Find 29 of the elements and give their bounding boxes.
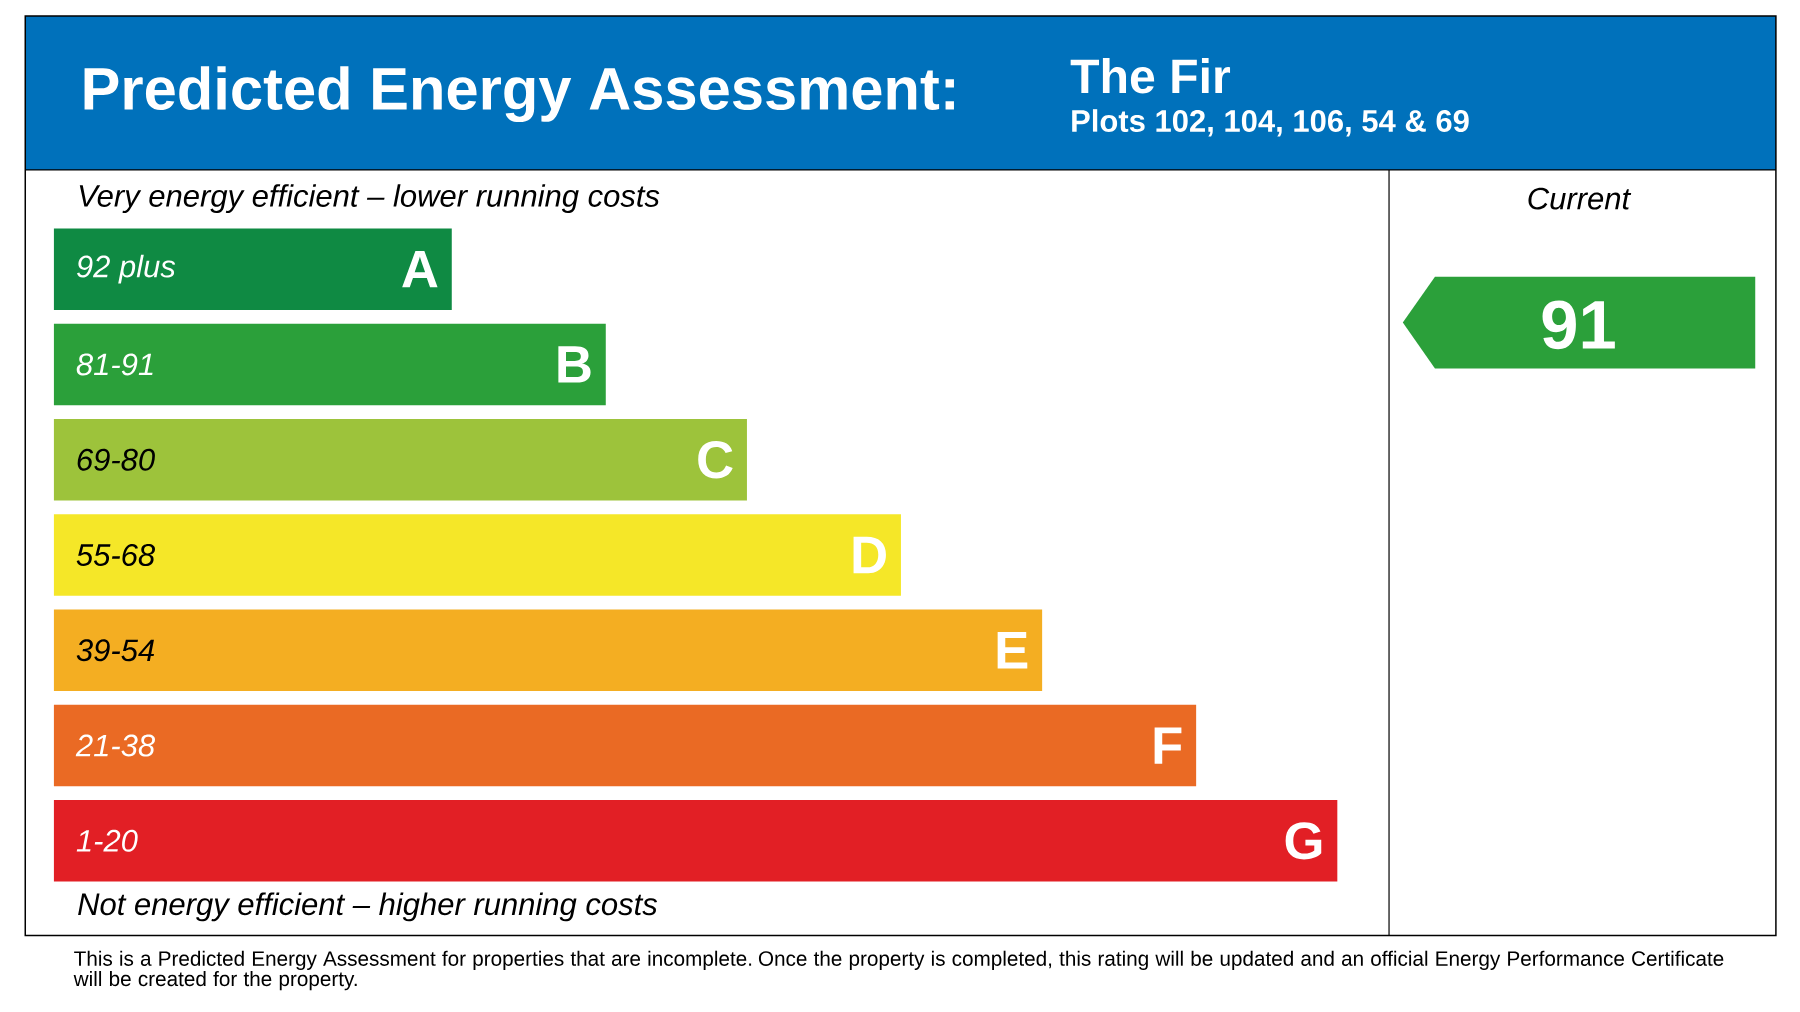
annotation: D xyxy=(853,536,886,573)
annotation: E xyxy=(997,631,1028,669)
y-tick-label: 81-91 xyxy=(76,353,153,376)
y-tick-label: 39-54 xyxy=(76,639,155,662)
text: 91 xyxy=(1542,300,1615,350)
chart-title: Predicted Energy Assessment: xyxy=(84,65,954,122)
annotation: F xyxy=(1154,727,1182,764)
y-tick-label: 69-80 xyxy=(77,448,155,471)
bar xyxy=(53,228,452,310)
bar xyxy=(53,704,1197,787)
annotation: A xyxy=(402,250,438,288)
text: This is a Predicted Energy Assessment for properties that are incomplete. Once the property is completed, this rating will be updated and an official Energy Performance Certificate will be created for the property. xyxy=(73,950,1724,991)
y-tick-label: 1-20 xyxy=(76,829,138,852)
y-tick-label: 55-68 xyxy=(76,543,155,566)
annotation: C xyxy=(698,440,733,479)
bar xyxy=(53,514,901,596)
chart-subtitle: The Fir xyxy=(1070,57,1231,94)
y-tick-label: 92 plus xyxy=(76,254,176,284)
text: Very energy efficient – lower running costs xyxy=(79,183,660,213)
bar xyxy=(53,609,1043,691)
y-tick-label: 21-38 xyxy=(75,734,155,757)
annotation: Not energy efficient – higher running costs xyxy=(78,892,658,922)
bar xyxy=(53,799,1338,882)
annotation: G xyxy=(1285,821,1322,860)
bar xyxy=(53,418,747,501)
text: Current xyxy=(1528,187,1632,210)
bar xyxy=(53,323,606,405)
annotation: B xyxy=(558,346,591,383)
text: Plots 102, 104, 106, 54 & 69 xyxy=(1072,108,1469,137)
